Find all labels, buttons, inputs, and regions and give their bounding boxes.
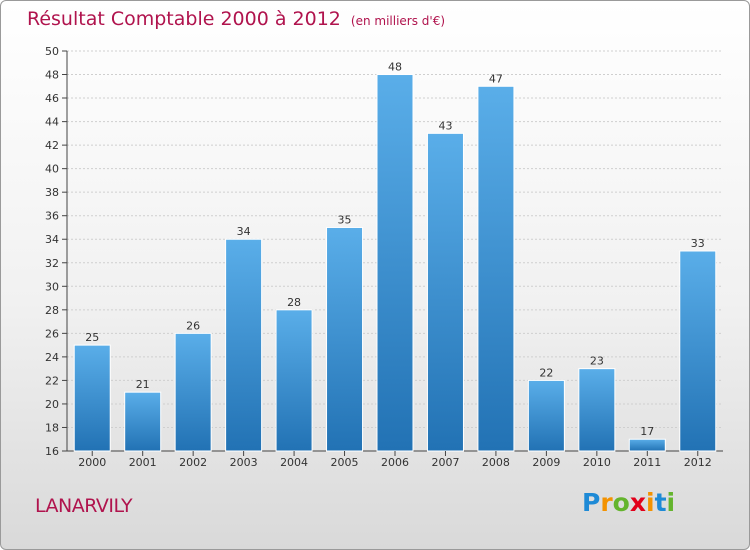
chart-subtitle: (en milliers d'€) — [350, 14, 446, 28]
x-tick-label: 2009 — [532, 456, 560, 469]
bar — [426, 132, 464, 452]
chart-title: Résultat Comptable 2000 à 2012 — [27, 8, 341, 30]
y-tick-label: 42 — [45, 139, 59, 152]
x-tick-label: 2012 — [684, 456, 712, 469]
y-tick-label: 34 — [45, 233, 59, 246]
logo-letter: x — [629, 488, 646, 517]
y-tick-label: 50 — [45, 45, 59, 58]
y-tick-label: 26 — [45, 327, 59, 340]
y-tick-label: 46 — [45, 92, 59, 105]
x-tick-label: 2002 — [179, 456, 207, 469]
y-tick-label: 22 — [45, 374, 59, 387]
x-tick-label: 2000 — [78, 456, 106, 469]
data-label: 34 — [237, 225, 251, 238]
data-label: 26 — [186, 319, 200, 332]
bar — [225, 238, 263, 452]
x-tick-label: 2004 — [280, 456, 308, 469]
x-tick-label: 2005 — [331, 456, 359, 469]
commune-name: LANARVILY — [35, 495, 133, 517]
logo-letter: o — [612, 488, 630, 517]
y-tick-label: 24 — [45, 351, 59, 364]
data-label: 35 — [338, 213, 352, 226]
data-label: 22 — [539, 366, 553, 379]
bar — [679, 250, 717, 452]
y-tick-label: 38 — [45, 186, 59, 199]
y-tick-label: 40 — [45, 163, 59, 176]
x-tick-label: 2011 — [633, 456, 661, 469]
data-label: 28 — [287, 296, 301, 309]
y-tick-label: 48 — [45, 69, 59, 82]
data-label: 23 — [590, 355, 604, 368]
y-tick-label: 32 — [45, 257, 59, 270]
bar — [326, 226, 364, 452]
data-label: 47 — [489, 72, 503, 85]
logo-letter: i — [646, 488, 655, 517]
y-tick-label: 28 — [45, 304, 59, 317]
bar — [477, 85, 515, 452]
bar — [578, 368, 616, 452]
bar — [376, 74, 414, 452]
y-tick-label: 18 — [45, 421, 59, 434]
logo-letter: P — [582, 488, 601, 517]
x-tick-label: 2010 — [583, 456, 611, 469]
logo-letter: i — [666, 488, 676, 517]
data-label: 17 — [640, 425, 654, 438]
data-label: 21 — [136, 378, 150, 391]
bar — [124, 391, 162, 452]
x-tick-label: 2001 — [129, 456, 157, 469]
bar — [174, 332, 212, 452]
logo-letter: t — [654, 488, 667, 517]
y-tick-label: 20 — [45, 398, 59, 411]
y-tick-label: 30 — [45, 280, 59, 293]
x-tick-label: 2007 — [431, 456, 459, 469]
data-label: 33 — [691, 237, 705, 250]
logo-letter: r — [600, 488, 613, 517]
bar — [527, 379, 565, 452]
data-label: 48 — [388, 61, 402, 74]
x-tick-label: 2008 — [482, 456, 510, 469]
data-label: 43 — [438, 119, 452, 132]
x-tick-label: 2006 — [381, 456, 409, 469]
bar — [628, 438, 666, 452]
proxiti-logo[interactable]: Proxiti — [582, 488, 675, 517]
x-tick-label: 2003 — [230, 456, 258, 469]
bar — [275, 309, 313, 452]
title-row: Résultat Comptable 2000 à 2012 (en millie… — [27, 8, 445, 30]
y-tick-label: 16 — [45, 445, 59, 458]
bar — [73, 344, 111, 452]
y-tick-label: 44 — [45, 116, 59, 129]
data-label: 25 — [85, 331, 99, 344]
y-tick-label: 36 — [45, 210, 59, 223]
